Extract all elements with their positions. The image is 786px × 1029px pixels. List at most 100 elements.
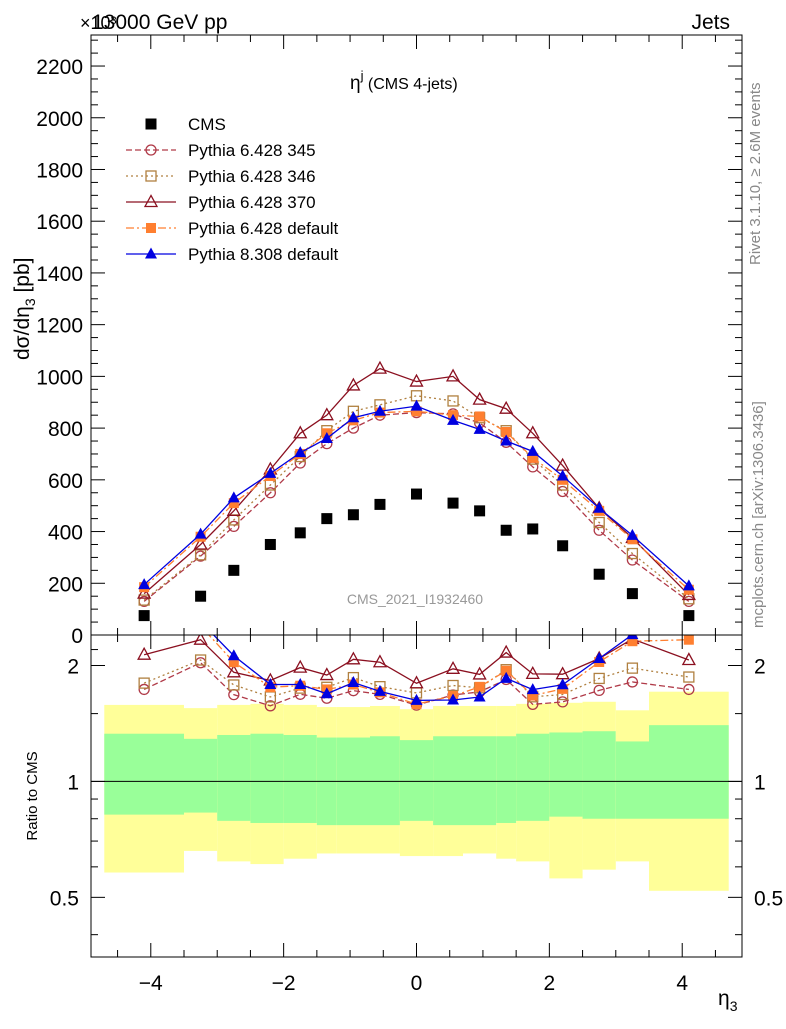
legend-item-pythia-6-428-default: Pythia 6.428 default — [126, 219, 339, 238]
ratio-point-pythia-6-428-370 — [681, 652, 696, 666]
ratio-point-pythia-6-428-default — [683, 635, 694, 645]
ratio-point-pythia-8-308-default — [347, 676, 360, 688]
y-tick-label: 1000 — [36, 366, 83, 389]
inner-band-bin — [496, 736, 517, 823]
data-point-pythia-8-308-default — [593, 501, 606, 513]
ratio-point-pythia-6-428-default — [501, 665, 512, 676]
ratio-point-pythia-6-428-345 — [683, 683, 695, 696]
data-point-pythia-8-308-default — [194, 527, 207, 539]
data-point-cms — [626, 588, 638, 600]
data-point-pythia-8-308-default — [294, 446, 307, 458]
ratio-point-pythia-6-428-370 — [372, 654, 388, 668]
ratio-point-pythia-6-428-346 — [593, 672, 605, 685]
ratio-point-pythia-6-428-346 — [138, 677, 150, 689]
axis-exponent: ×10³ — [80, 13, 117, 33]
ratio-point-pythia-6-428-default — [627, 636, 638, 647]
ratio-line-pythia-6-428-370 — [143, 638, 690, 685]
y-tick-label: 600 — [48, 470, 83, 493]
inner-band-bin — [283, 734, 317, 823]
data-point-pythia-8-308-default — [410, 399, 423, 411]
header-right: Jets — [691, 11, 730, 34]
ratio-point-pythia-6-428-346 — [683, 671, 695, 683]
legend-label: Pythia 6.428 345 — [188, 141, 316, 160]
ratio-point-pythia-6-428-345 — [138, 683, 150, 696]
y-tick-label: 2000 — [36, 108, 83, 131]
x-tick-label: 2 — [544, 972, 556, 995]
ratio-point-pythia-6-428-370 — [472, 666, 487, 680]
legend-marker — [143, 194, 159, 208]
rivet-label: Rivet 3.1.10, ≥ 2.6M events — [747, 83, 764, 266]
legend: CMS Pythia 6.428 345 Pythia 6.428 346 Pythi… — [126, 115, 339, 264]
data-point-pythia-6-428-346 — [138, 594, 150, 606]
inner-band-bin — [549, 732, 583, 817]
inner-band-bin — [582, 731, 616, 819]
data-point-pythia-6-428-345 — [556, 485, 569, 498]
ratio-point-pythia-8-308-default — [447, 693, 460, 705]
data-point-pythia-8-308-default — [373, 404, 386, 416]
x-axis-label: η3 — [718, 987, 738, 1014]
y-tick-label: 800 — [48, 418, 83, 441]
ratio-tick-label-left: 1 — [67, 771, 79, 794]
ratio-series — [137, 621, 696, 712]
data-point-pythia-6-428-346 — [593, 516, 605, 529]
data-point-pythia-8-308-default — [682, 579, 695, 591]
ratio-point-pythia-6-428-default — [139, 635, 150, 636]
ratio-line-pythia-6-428-346 — [143, 659, 689, 698]
data-point-pythia-6-428-345 — [228, 520, 240, 533]
data-point-cms — [264, 538, 276, 550]
legend-label: Pythia 8.308 default — [188, 245, 339, 264]
legend-label: Pythia 6.428 370 — [188, 193, 316, 212]
data-point-cms — [474, 505, 486, 517]
inner-band-bin — [433, 736, 463, 826]
data-point-cms — [228, 564, 240, 576]
data-point-cms — [294, 527, 306, 539]
y-tick-label: 1600 — [36, 211, 83, 234]
legend-item-pythia-6-428-370: Pythia 6.428 370 — [126, 193, 316, 212]
inner-band-bin — [615, 741, 649, 819]
legend-marker — [145, 170, 157, 182]
legend-marker — [145, 118, 157, 130]
ratio-point-pythia-8-308-default — [410, 693, 423, 705]
data-point-pythia-6-428-370 — [525, 425, 540, 439]
analysis-watermark: CMS_2021_I1932460 — [347, 591, 483, 607]
ratio-tick-label-left: 2 — [67, 655, 79, 678]
data-point-pythia-8-308-default — [227, 491, 240, 503]
ratio-point-pythia-6-428-345 — [264, 700, 277, 712]
ratio-series-pythia-8-308-default — [212, 635, 639, 705]
inner-band-bin — [516, 733, 550, 821]
ratio-point-pythia-8-308-default — [526, 683, 539, 695]
data-point-pythia-6-428-default — [474, 411, 485, 422]
ratio-point-pythia-6-428-370 — [226, 664, 241, 678]
legend-label: Pythia 6.428 default — [188, 219, 339, 238]
ratio-point-pythia-8-308-default — [626, 635, 639, 640]
data-point-pythia-6-428-370 — [445, 368, 461, 382]
data-point-cms — [195, 590, 207, 602]
ratio-point-pythia-8-308-default — [227, 649, 240, 661]
x-tick-label: 0 — [411, 972, 423, 995]
legend-label: CMS — [188, 115, 226, 134]
legend-marker — [146, 223, 156, 233]
ratio-tick-label-left: 0.5 — [50, 887, 79, 910]
ratio-point-pythia-6-428-346 — [228, 679, 240, 691]
ratio-point-pythia-8-308-default — [294, 678, 307, 690]
series-pythia-6-428-default — [139, 406, 694, 595]
y-tick-label: 200 — [48, 573, 83, 596]
x-tick-label: 4 — [676, 972, 688, 995]
data-point-pythia-8-308-default — [526, 444, 539, 456]
series-pythia-6-428-345 — [138, 406, 695, 608]
data-point-cms — [321, 513, 333, 525]
ratio-point-pythia-6-428-345 — [556, 696, 569, 708]
inner-band-bin — [250, 733, 284, 823]
y-tick-label: 400 — [48, 522, 83, 545]
ratio-point-pythia-6-428-default — [196, 621, 206, 631]
data-point-cms — [683, 610, 695, 622]
ratio-point-pythia-6-428-370 — [293, 659, 308, 673]
data-point-pythia-6-428-370 — [226, 503, 241, 517]
data-point-pythia-6-428-370 — [193, 536, 208, 550]
inner-band-bin — [370, 736, 400, 826]
data-point-pythia-6-428-346 — [447, 395, 459, 407]
ratio-point-pythia-8-308-default — [556, 678, 569, 690]
ratio-tick-label-right: 2 — [754, 655, 766, 678]
